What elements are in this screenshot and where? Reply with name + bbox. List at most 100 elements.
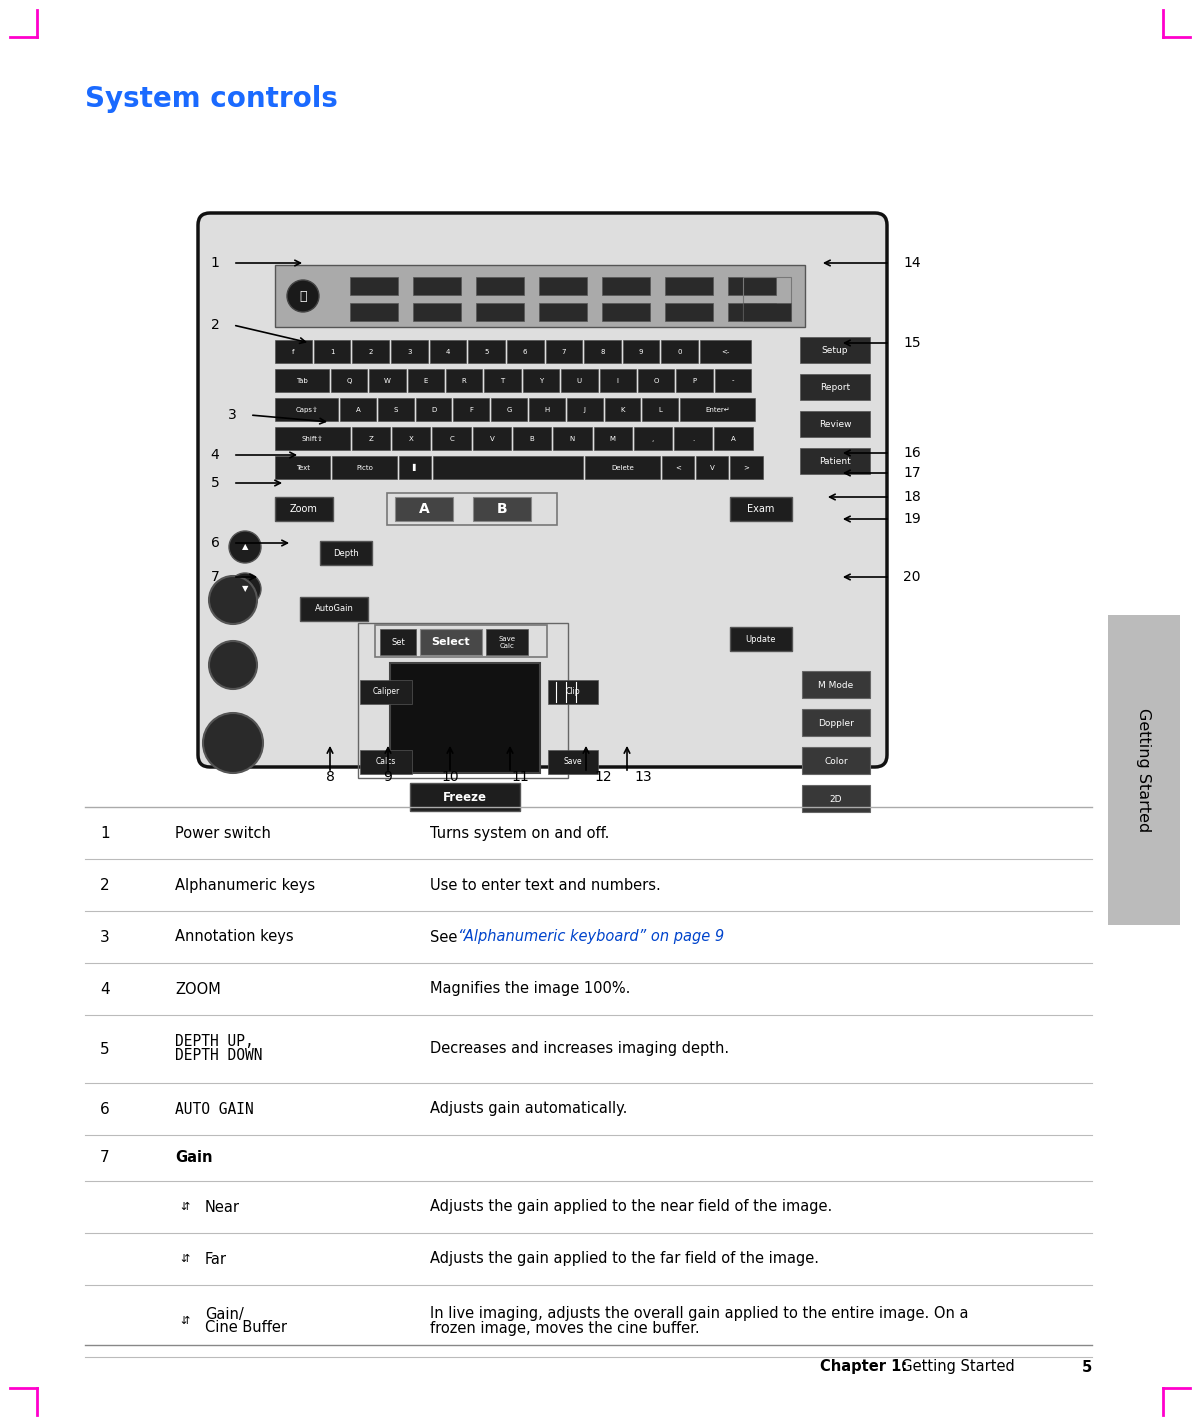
Text: See: See xyxy=(430,929,462,945)
Text: A: A xyxy=(419,502,430,516)
Text: 5: 5 xyxy=(485,349,488,355)
Text: Exam: Exam xyxy=(748,504,775,514)
Text: Chapter 1:: Chapter 1: xyxy=(820,1359,907,1375)
Text: DEPTH UP,: DEPTH UP, xyxy=(175,1035,253,1049)
Bar xyxy=(529,398,565,420)
Bar xyxy=(275,497,334,522)
Text: ⇵: ⇵ xyxy=(180,1254,190,1264)
Text: D: D xyxy=(431,406,437,412)
Bar xyxy=(433,456,583,479)
Text: Select: Select xyxy=(432,637,470,647)
Text: Color: Color xyxy=(824,757,848,765)
Bar xyxy=(584,341,620,363)
Bar xyxy=(410,782,520,811)
Text: Y: Y xyxy=(539,378,544,383)
Text: Clip: Clip xyxy=(565,687,581,695)
Text: Update: Update xyxy=(745,634,776,644)
Bar xyxy=(623,341,660,363)
Bar xyxy=(743,276,791,321)
Bar xyxy=(642,398,678,420)
Text: “Alphanumeric keyboard” on page 9: “Alphanumeric keyboard” on page 9 xyxy=(458,929,724,945)
Text: R: R xyxy=(462,378,467,383)
Bar xyxy=(661,456,694,479)
Bar xyxy=(275,341,312,363)
Bar xyxy=(300,597,368,621)
Text: M Mode: M Mode xyxy=(818,681,853,690)
Text: 17: 17 xyxy=(904,466,920,480)
Circle shape xyxy=(209,576,257,624)
Bar xyxy=(391,341,427,363)
Bar xyxy=(602,304,650,321)
Text: L: L xyxy=(659,406,662,412)
Bar xyxy=(275,369,329,392)
Bar xyxy=(594,428,632,450)
Text: 5: 5 xyxy=(211,476,220,490)
Text: 7: 7 xyxy=(211,570,220,584)
Text: A: A xyxy=(731,436,736,442)
Text: 1: 1 xyxy=(100,825,109,841)
Text: -: - xyxy=(732,378,734,383)
Bar xyxy=(548,750,598,774)
Text: ⇵: ⇵ xyxy=(180,1317,190,1327)
Text: <-: <- xyxy=(721,349,730,355)
Bar xyxy=(802,671,870,698)
Bar xyxy=(714,428,752,450)
Text: O: O xyxy=(654,378,659,383)
Text: Delete: Delete xyxy=(611,465,634,470)
Bar xyxy=(473,497,530,522)
Bar xyxy=(553,428,592,450)
Bar xyxy=(370,369,406,392)
Text: B: B xyxy=(529,436,534,442)
Text: M: M xyxy=(610,436,616,442)
Bar xyxy=(605,398,641,420)
Text: 19: 19 xyxy=(904,512,920,526)
Text: Zoom: Zoom xyxy=(290,504,318,514)
Bar xyxy=(332,456,397,479)
Bar xyxy=(390,663,540,772)
Text: 2: 2 xyxy=(211,318,220,332)
Text: T: T xyxy=(500,378,505,383)
Bar xyxy=(432,428,470,450)
Bar xyxy=(665,276,713,295)
Bar xyxy=(408,369,444,392)
Text: Save
Calc: Save Calc xyxy=(498,636,516,648)
Bar xyxy=(473,428,511,450)
Circle shape xyxy=(229,573,262,606)
Text: 11: 11 xyxy=(511,770,529,784)
Bar xyxy=(539,304,587,321)
Text: 8: 8 xyxy=(600,349,605,355)
Bar xyxy=(680,398,755,420)
Text: Alphanumeric keys: Alphanumeric keys xyxy=(175,878,316,892)
Text: Doppler: Doppler xyxy=(818,718,854,728)
Text: J: J xyxy=(583,406,586,412)
Bar xyxy=(313,341,350,363)
Text: Adjusts the gain applied to the far field of the image.: Adjusts the gain applied to the far fiel… xyxy=(430,1251,818,1267)
Bar xyxy=(275,398,338,420)
Text: K: K xyxy=(620,406,625,412)
Text: 9: 9 xyxy=(384,770,392,784)
Bar xyxy=(548,680,598,704)
Text: Getting Started: Getting Started xyxy=(1136,708,1152,832)
Text: 7: 7 xyxy=(100,1150,109,1166)
FancyBboxPatch shape xyxy=(198,212,887,767)
Text: Q: Q xyxy=(347,378,352,383)
Bar xyxy=(491,398,527,420)
Text: Power switch: Power switch xyxy=(175,825,271,841)
Text: E: E xyxy=(424,378,428,383)
Text: 4: 4 xyxy=(445,349,450,355)
Bar xyxy=(731,456,762,479)
Text: V: V xyxy=(490,436,494,442)
Text: 6: 6 xyxy=(210,536,220,550)
Bar xyxy=(586,456,660,479)
Bar xyxy=(562,369,598,392)
Text: 2: 2 xyxy=(368,349,373,355)
Bar xyxy=(378,398,414,420)
Text: 2: 2 xyxy=(100,878,109,892)
Text: Gain: Gain xyxy=(175,1150,212,1166)
Text: ⇵: ⇵ xyxy=(180,1203,190,1213)
Bar xyxy=(350,276,398,295)
Text: Getting Started: Getting Started xyxy=(892,1359,1015,1375)
Text: Save: Save xyxy=(564,757,582,765)
Text: C: C xyxy=(449,436,454,442)
Circle shape xyxy=(209,641,257,690)
